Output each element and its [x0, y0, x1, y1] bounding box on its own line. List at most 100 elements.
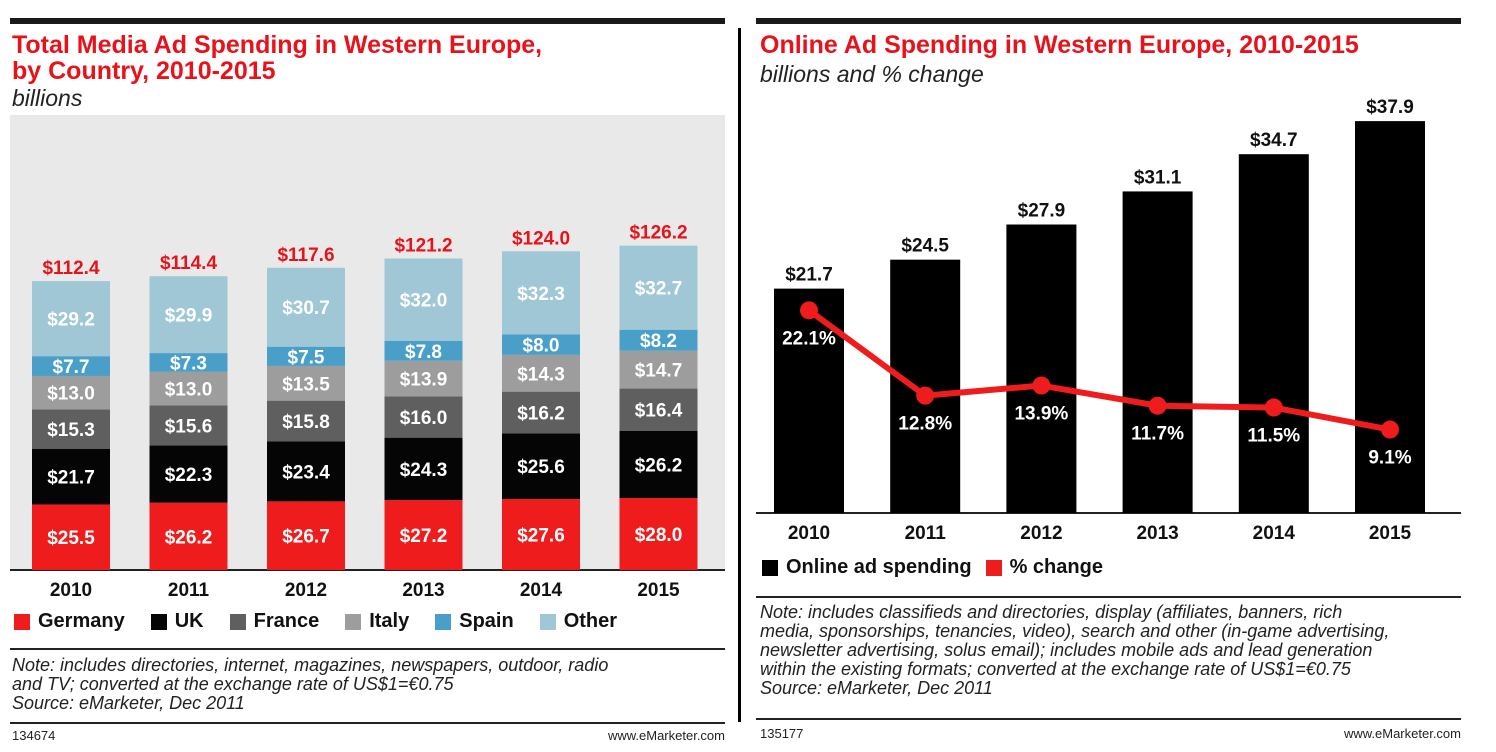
data-label-italy-2011: $13.0 — [165, 380, 213, 401]
bar-uk-2014 — [502, 433, 580, 500]
bar-spain-2014 — [502, 334, 580, 355]
legend-label-italy: Italy — [369, 610, 410, 632]
bar-uk-2011 — [149, 445, 228, 503]
bar-spain-2012 — [267, 346, 345, 366]
total-label-2011: $114.4 — [160, 253, 217, 274]
total-label-2015: $126.2 — [629, 223, 687, 244]
bar-online-ad-spending-2013 — [1122, 191, 1193, 513]
left-legend: Germany UK France Italy Spain Other — [14, 610, 643, 633]
data-label-spain-2014: $8.0 — [523, 336, 560, 357]
data-label-france-2010: $15.3 — [47, 420, 95, 441]
right-note-rule — [756, 596, 1461, 598]
bar-italy-2011 — [149, 371, 228, 406]
right-combo-chart: $21.7 2010 $24.5 2011 $27.9 2012 $31.1 2013 $34.… — [756, 97, 1461, 544]
bar-online-ad-spending-2015 — [1355, 121, 1425, 513]
legend-item-uk: UK — [150, 610, 204, 633]
left-footer-rule — [10, 722, 725, 724]
legend-label-other: Other — [563, 610, 618, 632]
bar-germany-2010 — [32, 504, 110, 570]
legend-swatch-italy — [345, 613, 362, 630]
bar-uk-2010 — [32, 448, 110, 505]
data-label-online-ad-spending-2014: $34.7 — [1250, 130, 1298, 151]
bar-italy-2013 — [384, 360, 463, 397]
right-note-line-2: media, sponsorships, tenancies, video), … — [760, 621, 1390, 641]
bar-france-2012 — [267, 400, 345, 442]
point-percent-change-2010 — [800, 301, 818, 320]
data-label-germany-2015: $28.0 — [635, 525, 683, 546]
bar-france-2013 — [384, 396, 463, 438]
data-label-online-ad-spending-2012: $27.9 — [1018, 201, 1066, 222]
left-note-rule — [10, 648, 725, 650]
data-label-uk-2014: $25.6 — [517, 457, 565, 478]
legend-label-uk: UK — [174, 610, 204, 632]
data-label-other-2015: $32.7 — [635, 279, 683, 300]
right-chart-id: 135177 — [760, 726, 804, 741]
right-brand: www.eMarketer.com — [1343, 726, 1461, 741]
legend-swatch-spain — [435, 613, 452, 630]
bar-france-2015 — [619, 388, 698, 431]
data-label-spain-2013: $7.8 — [405, 342, 442, 363]
bar-spain-2011 — [149, 353, 228, 372]
data-label-uk-2012: $23.4 — [282, 462, 330, 483]
right-chart-panel: Online Ad Spending in Western Europe, 20… — [748, 0, 1496, 752]
bar-germany-2012 — [267, 501, 345, 570]
legend-item-change: % change — [985, 556, 1103, 579]
left-title-line-2: by Country, 2010-2015 — [12, 57, 276, 85]
left-axis-area — [10, 570, 725, 647]
data-label-online-ad-spending-2013: $31.1 — [1134, 167, 1182, 188]
bar-italy-2014 — [502, 354, 580, 392]
data-label-online-ad-spending-2010: $21.7 — [785, 265, 833, 286]
legend-swatch-change — [985, 559, 1002, 576]
left-chart-subtitle: billions — [12, 85, 83, 111]
data-label-other-2012: $30.7 — [282, 298, 330, 319]
data-label-italy-2014: $14.3 — [517, 364, 565, 385]
bar-uk-2013 — [384, 437, 463, 501]
legend-label-spain: Spain — [459, 610, 514, 632]
point-percent-change-2014 — [1264, 398, 1283, 417]
data-label-spain-2012: $7.5 — [288, 347, 325, 368]
bar-uk-2015 — [619, 430, 698, 499]
data-label-italy-2010: $13.0 — [47, 384, 95, 405]
bar-online-ad-spending-2011 — [890, 259, 961, 513]
left-chart-title: Total Media Ad Spending in Western Europ… — [12, 32, 542, 84]
data-label-other-2013: $32.0 — [400, 291, 448, 312]
bar-france-2014 — [502, 391, 580, 434]
data-label-france-2015: $16.4 — [635, 401, 683, 422]
point-percent-change-2015 — [1381, 420, 1399, 439]
data-label-percent-change-2010: 22.1% — [782, 328, 836, 349]
x-tick-label-2013: 2013 — [402, 580, 444, 601]
bar-other-2015 — [619, 245, 698, 330]
left-brand: www.eMarketer.com — [607, 728, 725, 743]
data-label-germany-2012: $26.7 — [282, 527, 330, 548]
x-tick-label-2011: 2011 — [168, 580, 210, 601]
bar-other-2014 — [502, 251, 580, 335]
data-label-online-ad-spending-2015: $37.9 — [1366, 97, 1414, 118]
data-label-percent-change-2011: 12.8% — [898, 414, 952, 435]
legend-label-france: France — [253, 610, 320, 632]
bar-other-2011 — [149, 276, 228, 354]
bar-germany-2014 — [502, 499, 580, 570]
data-label-germany-2011: $26.2 — [165, 527, 213, 548]
data-label-percent-change-2013: 11.7% — [1131, 424, 1184, 445]
bar-other-2012 — [267, 267, 345, 347]
legend-swatch-uk — [150, 613, 167, 630]
x-tick-label-right-2010: 2010 — [788, 523, 830, 544]
legend-item-france: France — [229, 610, 320, 633]
x-tick-label-right-2012: 2012 — [1020, 523, 1062, 544]
data-label-uk-2011: $22.3 — [165, 465, 213, 486]
point-percent-change-2011 — [916, 386, 935, 405]
data-label-germany-2013: $27.2 — [400, 526, 448, 547]
data-label-germany-2010: $25.5 — [47, 528, 95, 549]
data-label-italy-2012: $13.5 — [282, 374, 330, 395]
bar-spain-2010 — [32, 356, 110, 376]
legend-label-change: % change — [1009, 556, 1103, 578]
left-note-line-1: Note: includes directories, internet, ma… — [12, 655, 609, 675]
point-percent-change-2013 — [1148, 396, 1167, 415]
x-tick-label-right-2011: 2011 — [905, 523, 947, 544]
bar-online-ad-spending-2010 — [774, 288, 844, 513]
data-label-france-2011: $15.6 — [165, 416, 213, 437]
right-plot-background — [756, 95, 1461, 595]
x-tick-label-right-2014: 2014 — [1253, 523, 1296, 544]
total-label-2014: $124.0 — [512, 228, 570, 249]
x-tick-label-2010: 2010 — [50, 580, 92, 601]
